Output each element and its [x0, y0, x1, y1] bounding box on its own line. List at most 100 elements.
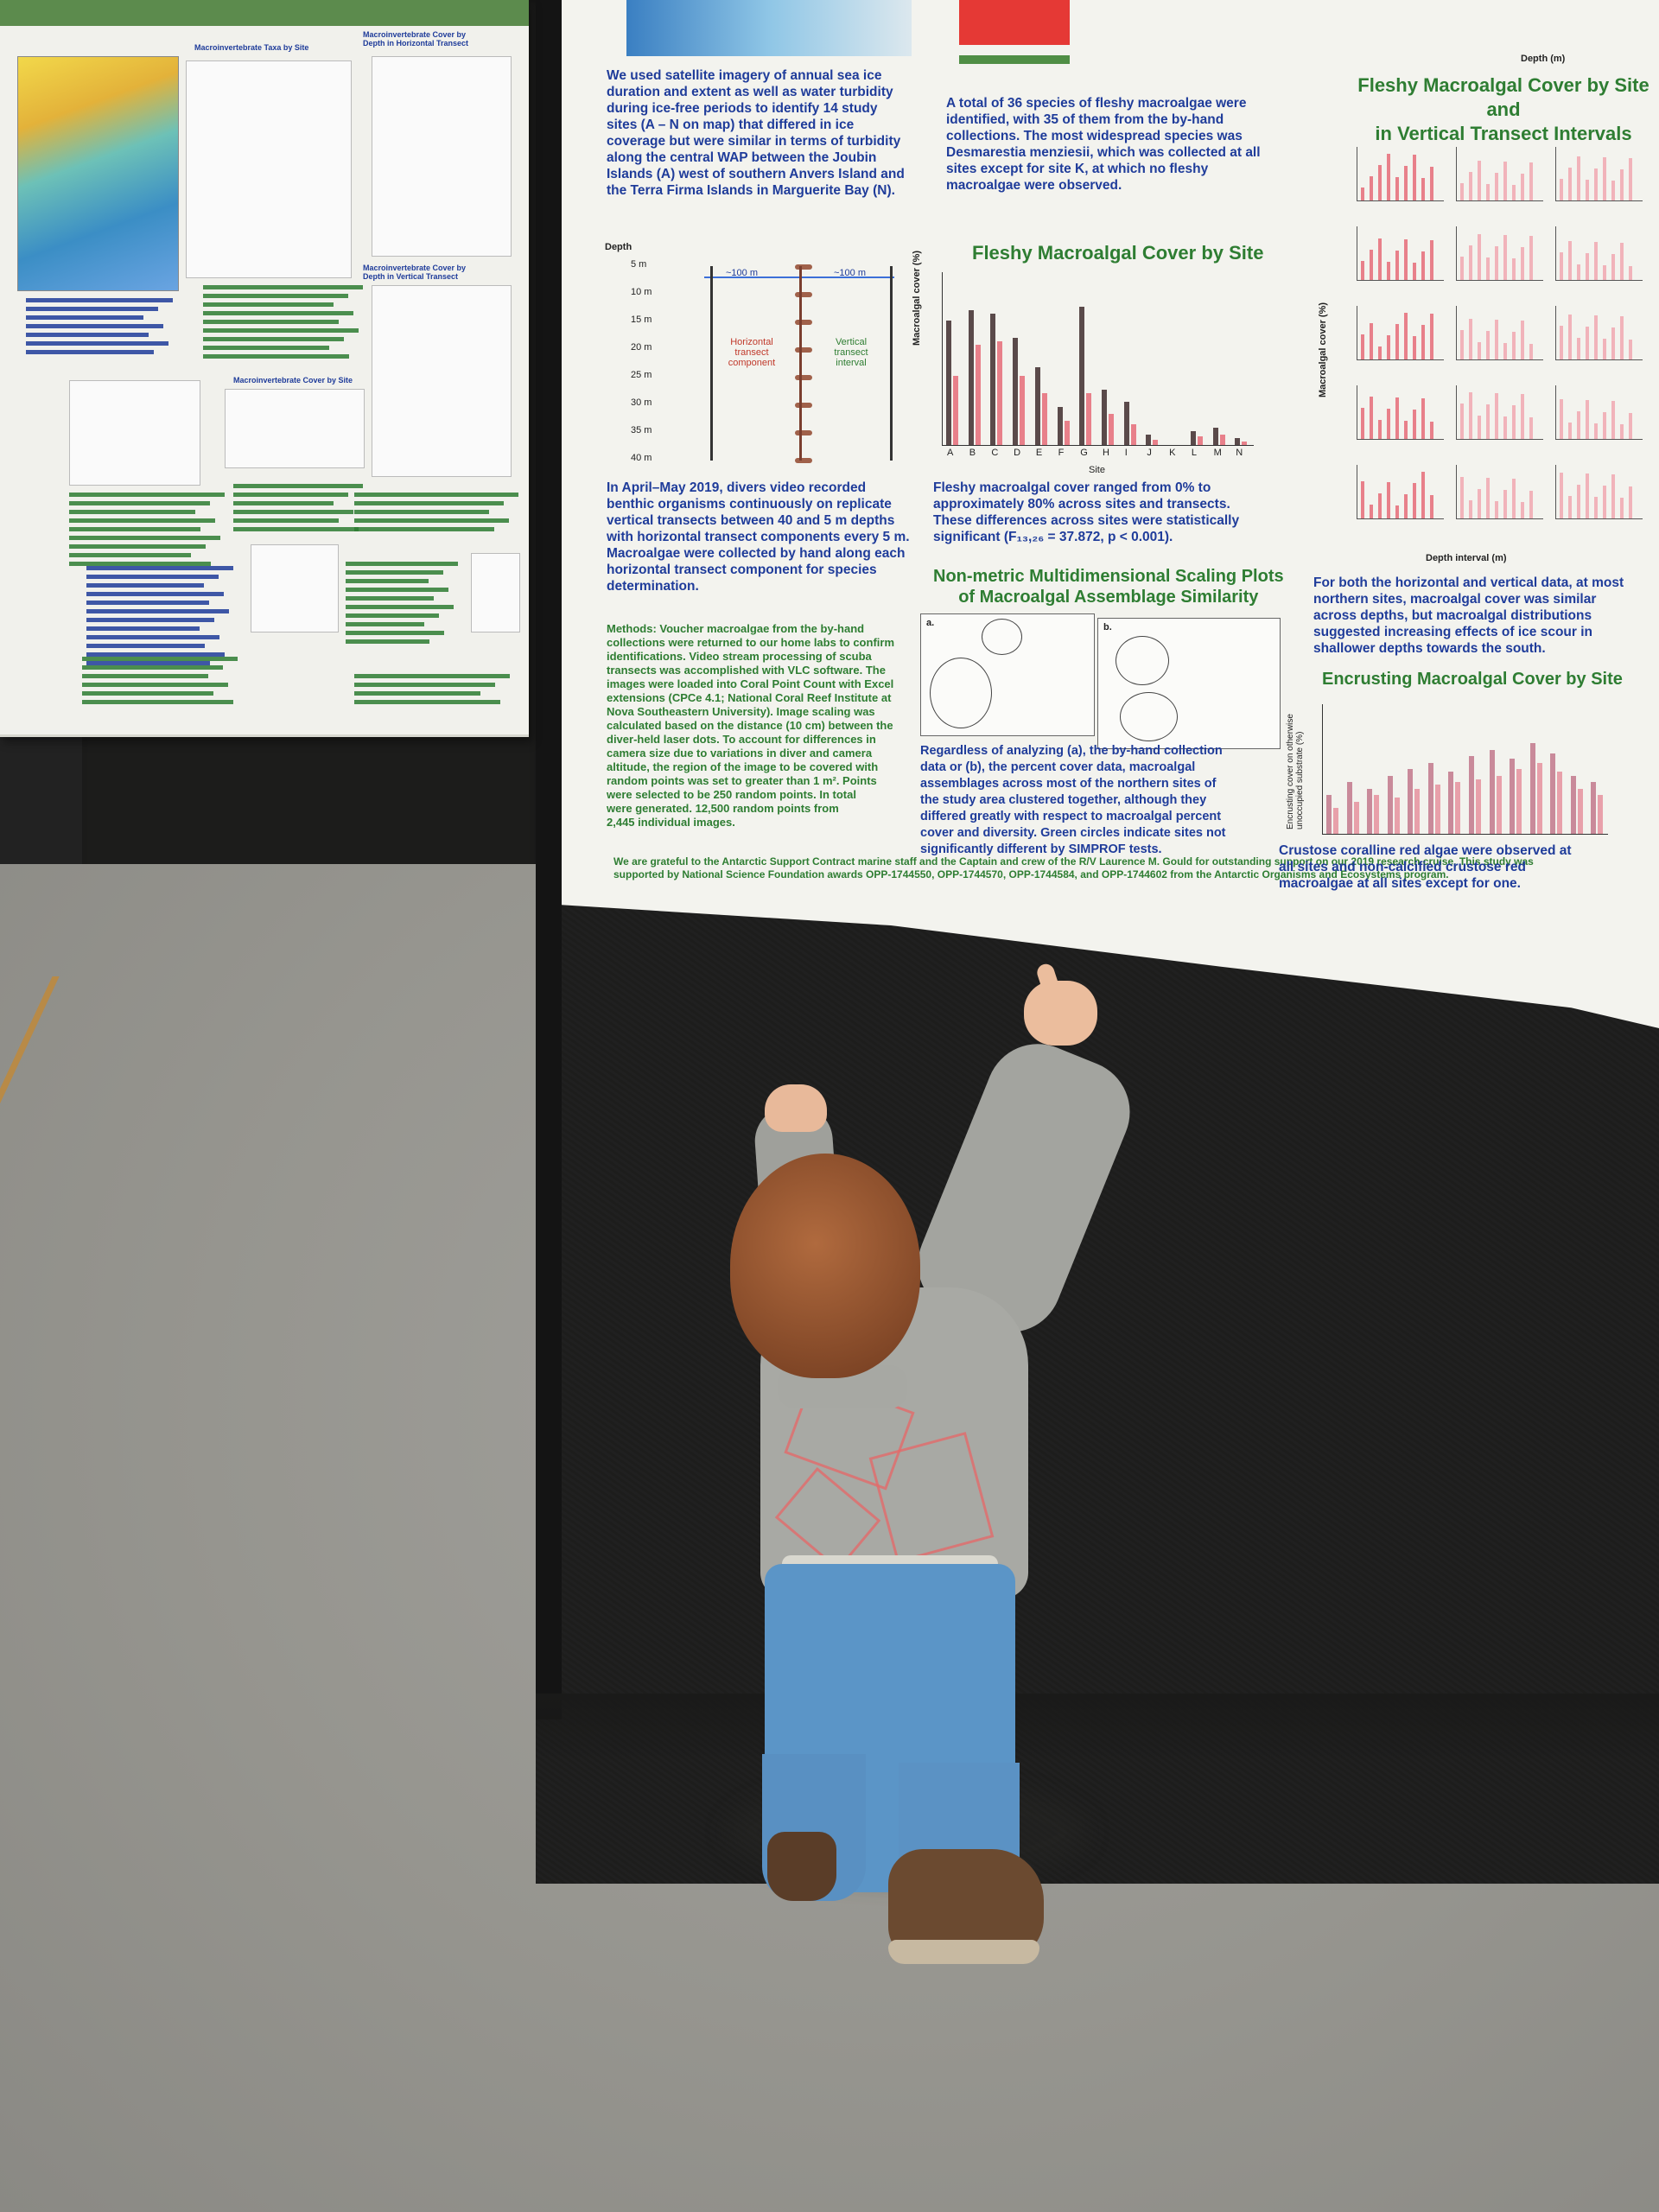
text-line	[346, 588, 448, 592]
bar	[1346, 782, 1352, 834]
text-line	[354, 518, 509, 523]
right-chart-title: Fleshy Macroalgal Cover by Site and in V…	[1357, 74, 1649, 144]
x-tick-label: K	[1169, 448, 1176, 458]
x-tick-label: H	[1103, 448, 1109, 458]
nmds-plot-label: b.	[1103, 622, 1112, 632]
depth-chart	[372, 56, 512, 257]
bar	[1086, 393, 1092, 445]
text-line	[26, 350, 154, 354]
bar	[1123, 402, 1129, 445]
fleshy-ylabel: Macroalgal cover (%)	[912, 250, 922, 346]
left-poster: Macroinvertebrate Taxa by Site Macroinve…	[0, 0, 529, 737]
mini-bar	[1486, 257, 1490, 280]
mini-bar	[1469, 392, 1472, 439]
mini-bar	[1620, 316, 1624, 359]
mini-bar	[1404, 166, 1408, 200]
text-line	[203, 320, 339, 324]
text-line	[86, 609, 229, 613]
cluster-ellipse	[1120, 692, 1178, 741]
mini-bar	[1560, 179, 1563, 200]
mini-bar	[1387, 482, 1390, 518]
mini-bar	[1430, 314, 1433, 359]
text-line	[26, 324, 163, 328]
encrust-ylabel: Encrusting cover on otherwise unoccupied…	[1286, 714, 1305, 830]
map-image	[626, 0, 912, 56]
bar	[1130, 424, 1136, 445]
mini-bar	[1395, 397, 1399, 439]
nmds-plot-a: a.	[920, 613, 1095, 736]
mini-bar	[1361, 334, 1364, 359]
mini-bar	[1486, 404, 1490, 439]
bar	[1333, 808, 1338, 834]
species-paragraph: A total of 36 species of fleshy macroalg…	[946, 96, 1261, 193]
bar	[990, 314, 996, 445]
mini-bar	[1603, 486, 1606, 518]
text-line	[26, 341, 168, 346]
depth-axis-label: Depth	[605, 242, 632, 252]
bar	[1079, 307, 1085, 445]
mini-bar	[1430, 167, 1433, 200]
mini-bar	[1395, 324, 1399, 359]
mini-bar	[1378, 493, 1382, 518]
mini-bar	[1387, 409, 1390, 439]
x-tick-label: E	[1035, 448, 1043, 458]
mini-bar	[1495, 320, 1498, 359]
child-left-hand	[765, 1084, 827, 1132]
mini-bar	[1611, 474, 1615, 518]
mini-bar	[1512, 185, 1516, 200]
nmds-plot-label: a.	[926, 618, 935, 628]
x-tick-label: F	[1058, 448, 1065, 458]
text-line	[354, 674, 510, 678]
mini-bar	[1404, 313, 1408, 359]
mini-bar	[1478, 342, 1481, 359]
mini-bar	[1529, 491, 1533, 518]
text-line	[82, 691, 213, 696]
bar	[1034, 367, 1040, 445]
mini-bar	[1594, 242, 1598, 280]
text-line	[86, 661, 210, 665]
bar	[1448, 772, 1454, 834]
bar	[1427, 762, 1433, 834]
text-line	[346, 622, 424, 626]
text-line	[86, 652, 225, 657]
mini-bar	[1486, 478, 1490, 518]
mini-bar	[1404, 421, 1408, 439]
mini-bar	[1503, 343, 1507, 359]
panel-edge	[536, 0, 562, 1719]
mini-bar	[1620, 169, 1624, 200]
bar	[1146, 435, 1152, 445]
mini-bar	[1521, 247, 1524, 280]
mini-bar	[1577, 338, 1580, 359]
text-line	[82, 700, 233, 704]
text-line	[69, 553, 191, 557]
spacing-label: ~100 m	[834, 268, 866, 278]
mini-bar	[1495, 501, 1498, 518]
encrust-bar-chart	[1322, 704, 1608, 835]
mini-bar	[1568, 315, 1572, 359]
mini-bar	[1430, 495, 1433, 518]
mini-bar	[1469, 500, 1472, 518]
bar	[1557, 772, 1563, 834]
mini-bar	[1495, 246, 1498, 280]
mini-bar	[1361, 481, 1364, 518]
x-tick-label: B	[969, 448, 976, 458]
text-line	[69, 536, 220, 540]
x-tick-label: L	[1191, 448, 1197, 458]
bar	[1434, 785, 1440, 834]
text-line	[69, 527, 200, 531]
mini-bar	[1620, 498, 1624, 518]
vertical-transect	[890, 266, 898, 461]
bar	[975, 345, 981, 445]
text-line	[203, 346, 329, 350]
text-line	[86, 601, 209, 605]
bar	[1550, 753, 1556, 834]
bar	[1455, 782, 1461, 834]
bar	[1529, 743, 1535, 834]
mini-bar	[1560, 399, 1563, 439]
chart-title: Macroinvertebrate Cover by Depth in Vert…	[363, 264, 467, 281]
bar	[1591, 782, 1597, 834]
mini-bar	[1370, 323, 1373, 359]
mini-bar	[1395, 251, 1399, 280]
mini-bar	[1512, 332, 1516, 359]
mini-chart	[1456, 465, 1543, 519]
